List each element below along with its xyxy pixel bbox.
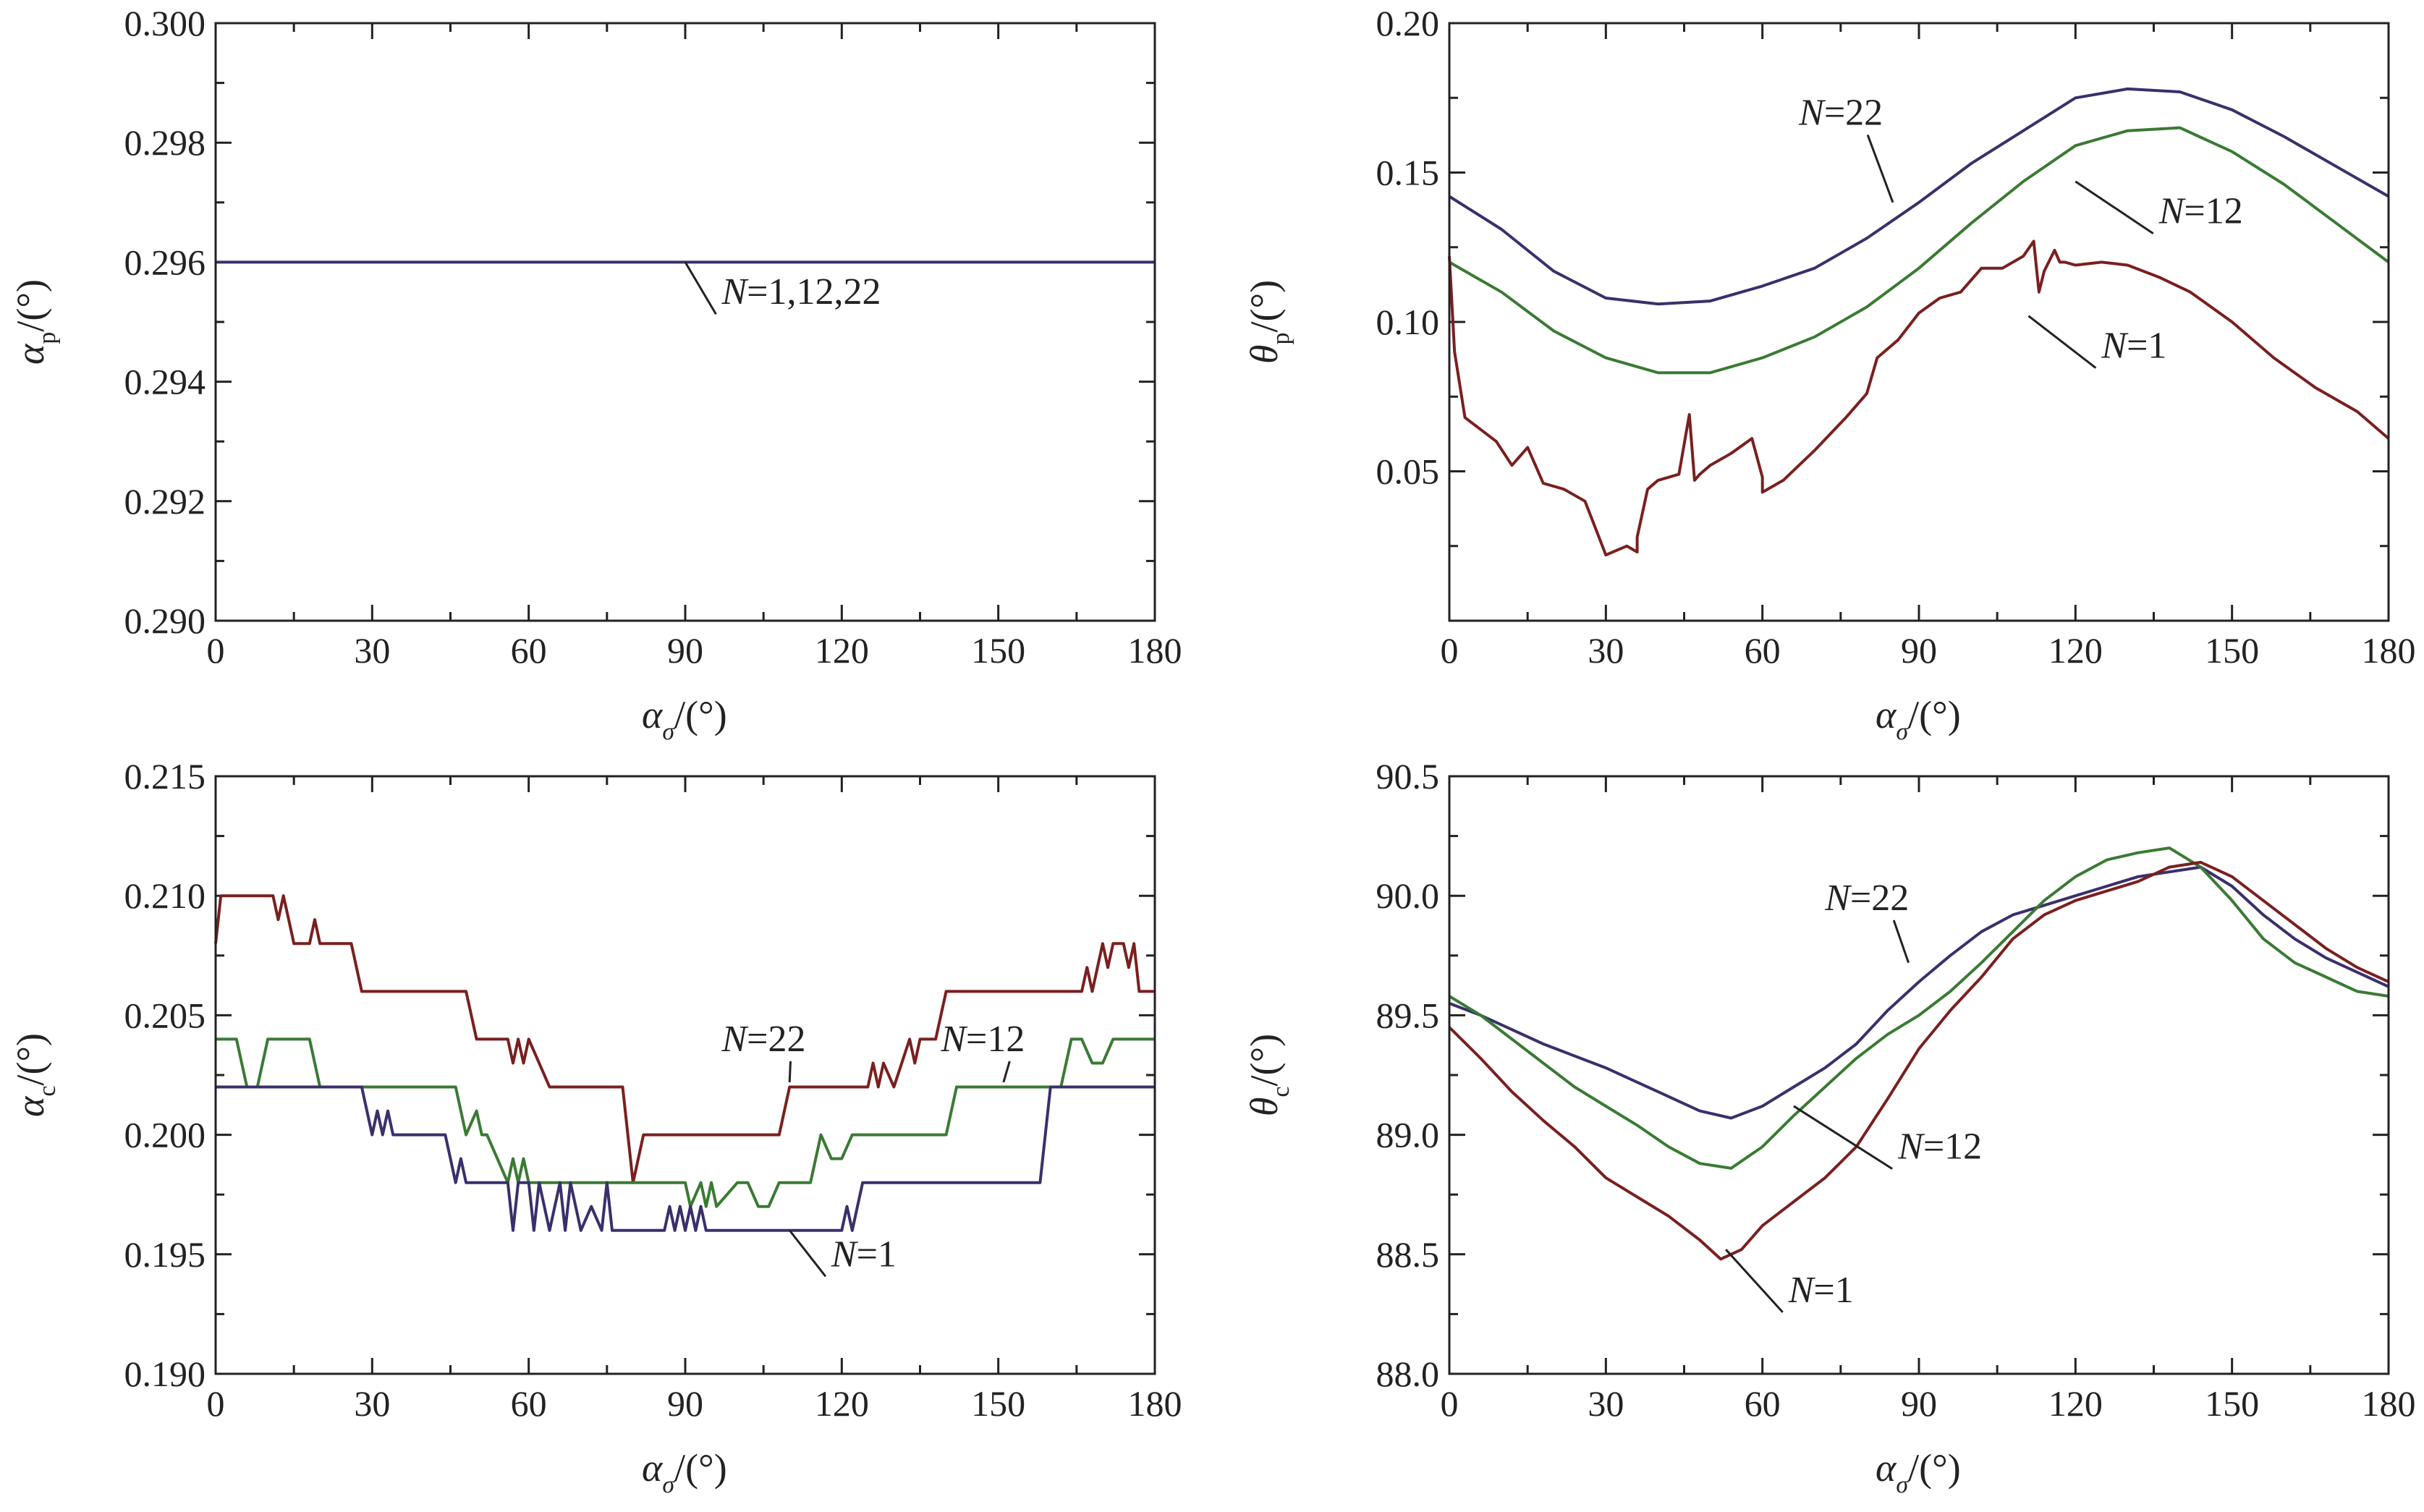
series-annotation-label: N=22 (1824, 878, 1909, 919)
series-line-n-12 (216, 1037, 1155, 1208)
y-tick-label: 0.215 (124, 756, 206, 797)
x-tick-label: 150 (971, 630, 1025, 671)
x-tick-label: 150 (2205, 1383, 2259, 1424)
series-annotation-label: N=1 (2101, 326, 2166, 367)
x-tick-label: 180 (1128, 1383, 1182, 1424)
series-annotation-label: N=12 (1897, 1126, 1982, 1168)
chart-panel-br: 0 30 60 90 120 150 180 88.0 88.5 89.0 89.5 90.0 90.5… (1242, 756, 2416, 1498)
y-tick-label: 90.0 (1376, 875, 1440, 916)
x-tick-label: 150 (2205, 630, 2259, 671)
x-tick-label: 60 (1745, 630, 1781, 671)
x-tick-label: 90 (667, 630, 703, 671)
y-tick-label: 88.0 (1376, 1354, 1440, 1394)
x-tick-label: 30 (354, 1383, 390, 1424)
y-tick-label: 88.5 (1376, 1234, 1440, 1275)
series-annotation-label: N=12 (2158, 191, 2243, 232)
series-line-n-12 (1449, 126, 2390, 375)
x-tick-label: 90 (1901, 1383, 1937, 1424)
series-annotation-label: N=22 (721, 1019, 805, 1060)
x-tick-label: 90 (667, 1383, 703, 1424)
series-annotation-label: N=1 (831, 1233, 897, 1275)
y-tick-label: 0.300 (124, 3, 206, 43)
x-tick-label: 0 (207, 630, 225, 671)
y-tick-label: 0.20 (1376, 3, 1440, 43)
annotation-leader (788, 1061, 792, 1082)
x-tick-label: 150 (971, 1383, 1025, 1424)
x-tick-label: 120 (815, 630, 869, 671)
x-tick-label: 180 (1128, 630, 1182, 671)
x-tick-label: 120 (2048, 1383, 2103, 1424)
y-tick-label: 0.296 (124, 242, 206, 282)
x-tick-label: 90 (1901, 630, 1937, 671)
x-tick-label: 30 (1588, 1383, 1624, 1424)
series-line-n-1 (1448, 860, 2389, 1261)
series-line-n-1 (216, 1085, 1155, 1232)
annotation-leader (1866, 134, 1894, 203)
annotation-leader (789, 1229, 827, 1278)
y-axis-label: θc/(°) (1242, 1034, 1294, 1116)
annotation-leader (684, 261, 717, 315)
annotation-leader (1002, 1061, 1011, 1083)
y-tick-label: 0.205 (124, 995, 206, 1035)
chart-panel-bl: 0 30 60 90 120 150 180 0.190 0.195 0.200 0.205 0.21… (9, 756, 1182, 1498)
y-tick-label: 0.15 (1376, 153, 1440, 193)
annotation-leader (1725, 1249, 1784, 1313)
x-tick-label: 0 (207, 1383, 225, 1424)
y-tick-label: 0.298 (124, 122, 206, 163)
y-tick-label: 0.200 (124, 1115, 206, 1155)
y-tick-label: 0.292 (124, 481, 206, 522)
x-tick-label: 120 (815, 1383, 869, 1424)
series-line-n-12 (1448, 846, 2389, 1170)
plot-frame (1448, 775, 2390, 1375)
annotation-leader (1793, 1105, 1893, 1170)
y-axis-label: αp/(°) (9, 279, 61, 365)
x-tick-label: 180 (2362, 1383, 2416, 1424)
x-tick-label: 60 (1745, 1383, 1781, 1424)
x-tick-label: 30 (1588, 630, 1624, 671)
y-tick-label: 0.10 (1376, 302, 1440, 342)
series-line-n-22 (214, 894, 1155, 1184)
y-axis-label: θp/(°) (1242, 280, 1294, 364)
annotation-leader (2075, 180, 2154, 234)
x-tick-label: 120 (2048, 630, 2103, 671)
x-tick-label: 0 (1441, 1383, 1459, 1424)
annotation-leader (2027, 315, 2097, 369)
x-axis-label: ασ/(°) (642, 1446, 727, 1498)
x-tick-label: 30 (354, 630, 390, 671)
x-tick-label: 60 (511, 630, 547, 671)
y-tick-label: 0.290 (124, 600, 206, 641)
series-annotation-label: N=1 (1788, 1270, 1854, 1311)
plot-frame (214, 22, 1156, 622)
x-tick-label: 0 (1441, 630, 1459, 671)
plot-frame (1448, 22, 2390, 622)
x-axis-label: ασ/(°) (642, 693, 727, 745)
y-tick-label: 89.5 (1376, 995, 1440, 1035)
y-tick-label: 0.294 (124, 362, 206, 402)
plot-frame (214, 775, 1156, 1375)
series-annotation-label: N=22 (1798, 92, 1883, 133)
annotation-leader (1892, 919, 1910, 964)
y-tick-label: 0.210 (124, 875, 206, 916)
x-tick-label: 60 (511, 1383, 547, 1424)
series-line-n-22 (1448, 87, 2389, 306)
y-tick-label: 89.0 (1376, 1115, 1440, 1155)
series-line-n-22 (1449, 865, 2389, 1120)
chart-panel-tl: 0 30 60 90 120 150 180 0.290 0.292 0.294 0.296 0.29… (9, 3, 1182, 745)
series-line-n-1 (1448, 239, 2390, 557)
series-annotation-label: N=1,12,22 (721, 271, 881, 313)
y-axis-label: αc/(°) (9, 1033, 61, 1117)
y-tick-label: 90.5 (1376, 756, 1440, 797)
chart-panel-tr: 0 30 60 90 120 150 180 0.05 0.10 0.15 0.20 N=22 N=12… (1242, 3, 2416, 745)
series-annotation-label: N=12 (940, 1019, 1025, 1060)
x-axis-label: ασ/(°) (1876, 1446, 1961, 1498)
x-tick-label: 180 (2362, 630, 2416, 671)
x-axis-label: ασ/(°) (1876, 693, 1961, 745)
y-tick-label: 0.195 (124, 1234, 206, 1275)
y-tick-label: 0.190 (124, 1354, 206, 1394)
y-tick-label: 0.05 (1376, 451, 1440, 492)
